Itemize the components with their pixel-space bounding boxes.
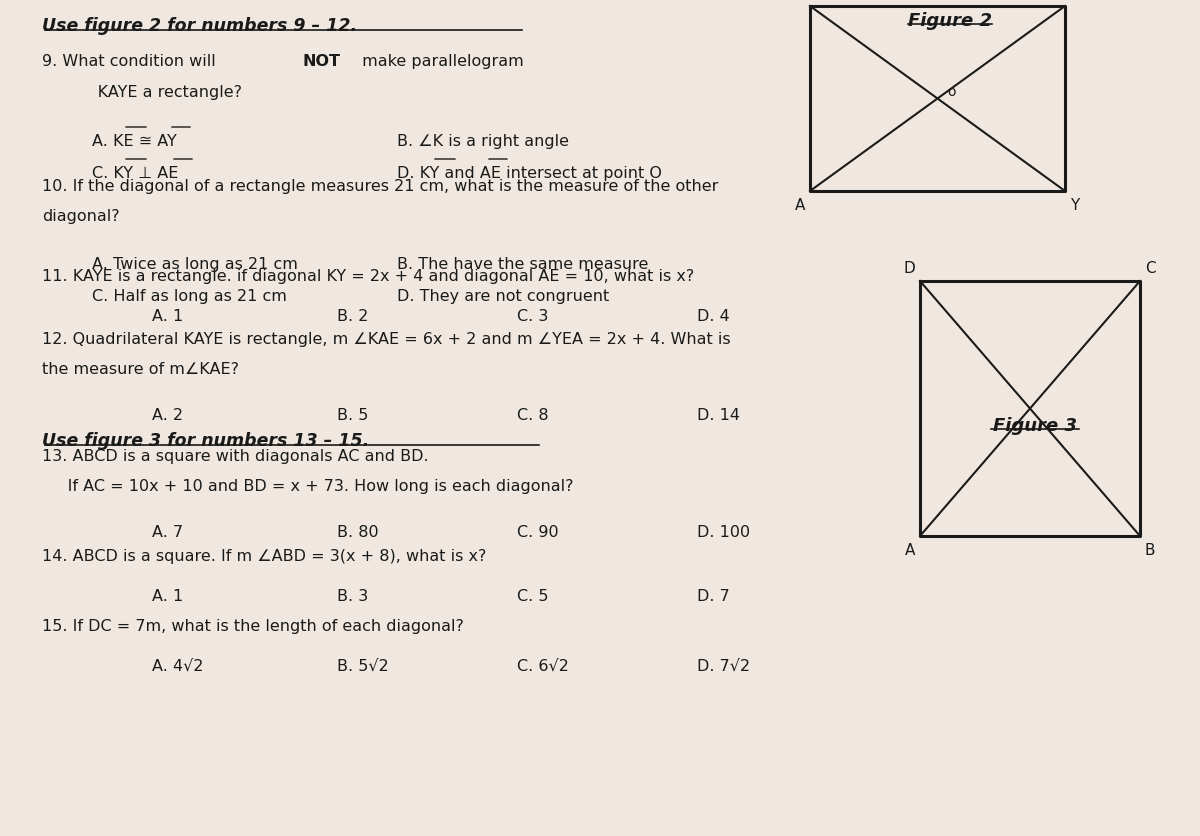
Text: K: K [794,0,805,1]
Text: C. KY ⊥ AE: C. KY ⊥ AE [92,166,179,181]
Text: Use figure 3 for numbers 13 – 15.: Use figure 3 for numbers 13 – 15. [42,431,370,450]
Text: B: B [1145,543,1156,558]
Text: 12. Quadrilateral KAYE is rectangle, m ∠KAE = 6x + 2 and m ∠YEA = 2x + 4. What i: 12. Quadrilateral KAYE is rectangle, m ∠… [42,332,731,347]
Text: D. KY and AE intersect at point O: D. KY and AE intersect at point O [397,166,662,181]
Text: C. 5: C. 5 [517,589,548,604]
Text: B. 2: B. 2 [337,308,368,324]
Text: D: D [904,261,914,276]
Text: D. 7: D. 7 [697,589,730,604]
Text: o: o [948,85,956,99]
Text: C. Half as long as 21 cm: C. Half as long as 21 cm [92,288,287,303]
Text: Y: Y [1070,198,1079,212]
Text: A. KE ≅ AY: A. KE ≅ AY [92,134,176,149]
Text: C. 6√2: C. 6√2 [517,658,569,673]
Text: C: C [1145,261,1156,276]
Text: A. 7: A. 7 [152,524,184,539]
Text: D. 14: D. 14 [697,407,740,422]
Text: B. ∠K is a right angle: B. ∠K is a right angle [397,134,569,149]
Text: D. 4: D. 4 [697,308,730,324]
Text: A. 4√2: A. 4√2 [152,658,204,673]
Text: A. 2: A. 2 [152,407,184,422]
Text: B. 80: B. 80 [337,524,379,539]
Text: C. 8: C. 8 [517,407,548,422]
Text: A. 1: A. 1 [152,308,184,324]
Text: B. 5√2: B. 5√2 [337,658,389,673]
Text: If AC = 10x + 10 and BD = x + 73. How long is each diagonal?: If AC = 10x + 10 and BD = x + 73. How lo… [42,478,574,493]
Text: Figure 2: Figure 2 [908,12,992,30]
Text: 13. ABCD is a square with diagonals AC and BD.: 13. ABCD is a square with diagonals AC a… [42,448,428,463]
Text: diagonal?: diagonal? [42,209,120,224]
Text: B. 3: B. 3 [337,589,368,604]
Text: KAYE a rectangle?: KAYE a rectangle? [72,85,242,99]
Text: A: A [905,543,914,558]
Text: NOT: NOT [302,54,340,69]
Text: make parallelogram: make parallelogram [358,54,523,69]
Text: B. 5: B. 5 [337,407,368,422]
Text: A. Twice as long as 21 cm: A. Twice as long as 21 cm [92,257,298,272]
Text: the measure of m∠KAE?: the measure of m∠KAE? [42,361,239,376]
Text: D. 100: D. 100 [697,524,750,539]
Text: D. They are not congruent: D. They are not congruent [397,288,610,303]
Text: C. 3: C. 3 [517,308,548,324]
Text: 11. KAYE is a rectangle. if diagonal KY = 2x + 4 and diagonal AE = 10, what is x: 11. KAYE is a rectangle. if diagonal KY … [42,268,695,283]
Text: E: E [1070,0,1080,1]
Text: A. 1: A. 1 [152,589,184,604]
Text: 10. If the diagonal of a rectangle measures 21 cm, what is the measure of the ot: 10. If the diagonal of a rectangle measu… [42,179,719,194]
Text: 14. ABCD is a square. If m ∠ABD = 3(x + 8), what is x?: 14. ABCD is a square. If m ∠ABD = 3(x + … [42,548,486,563]
Text: 15. If DC = 7m, what is the length of each diagonal?: 15. If DC = 7m, what is the length of ea… [42,619,464,633]
Text: A: A [794,198,805,212]
Text: B. The have the same measure: B. The have the same measure [397,257,648,272]
Text: Figure 3: Figure 3 [994,416,1078,435]
Text: 9. What condition will: 9. What condition will [42,54,221,69]
Text: D. 7√2: D. 7√2 [697,658,750,673]
Text: Use figure 2 for numbers 9 – 12.: Use figure 2 for numbers 9 – 12. [42,17,358,35]
Text: C. 90: C. 90 [517,524,559,539]
